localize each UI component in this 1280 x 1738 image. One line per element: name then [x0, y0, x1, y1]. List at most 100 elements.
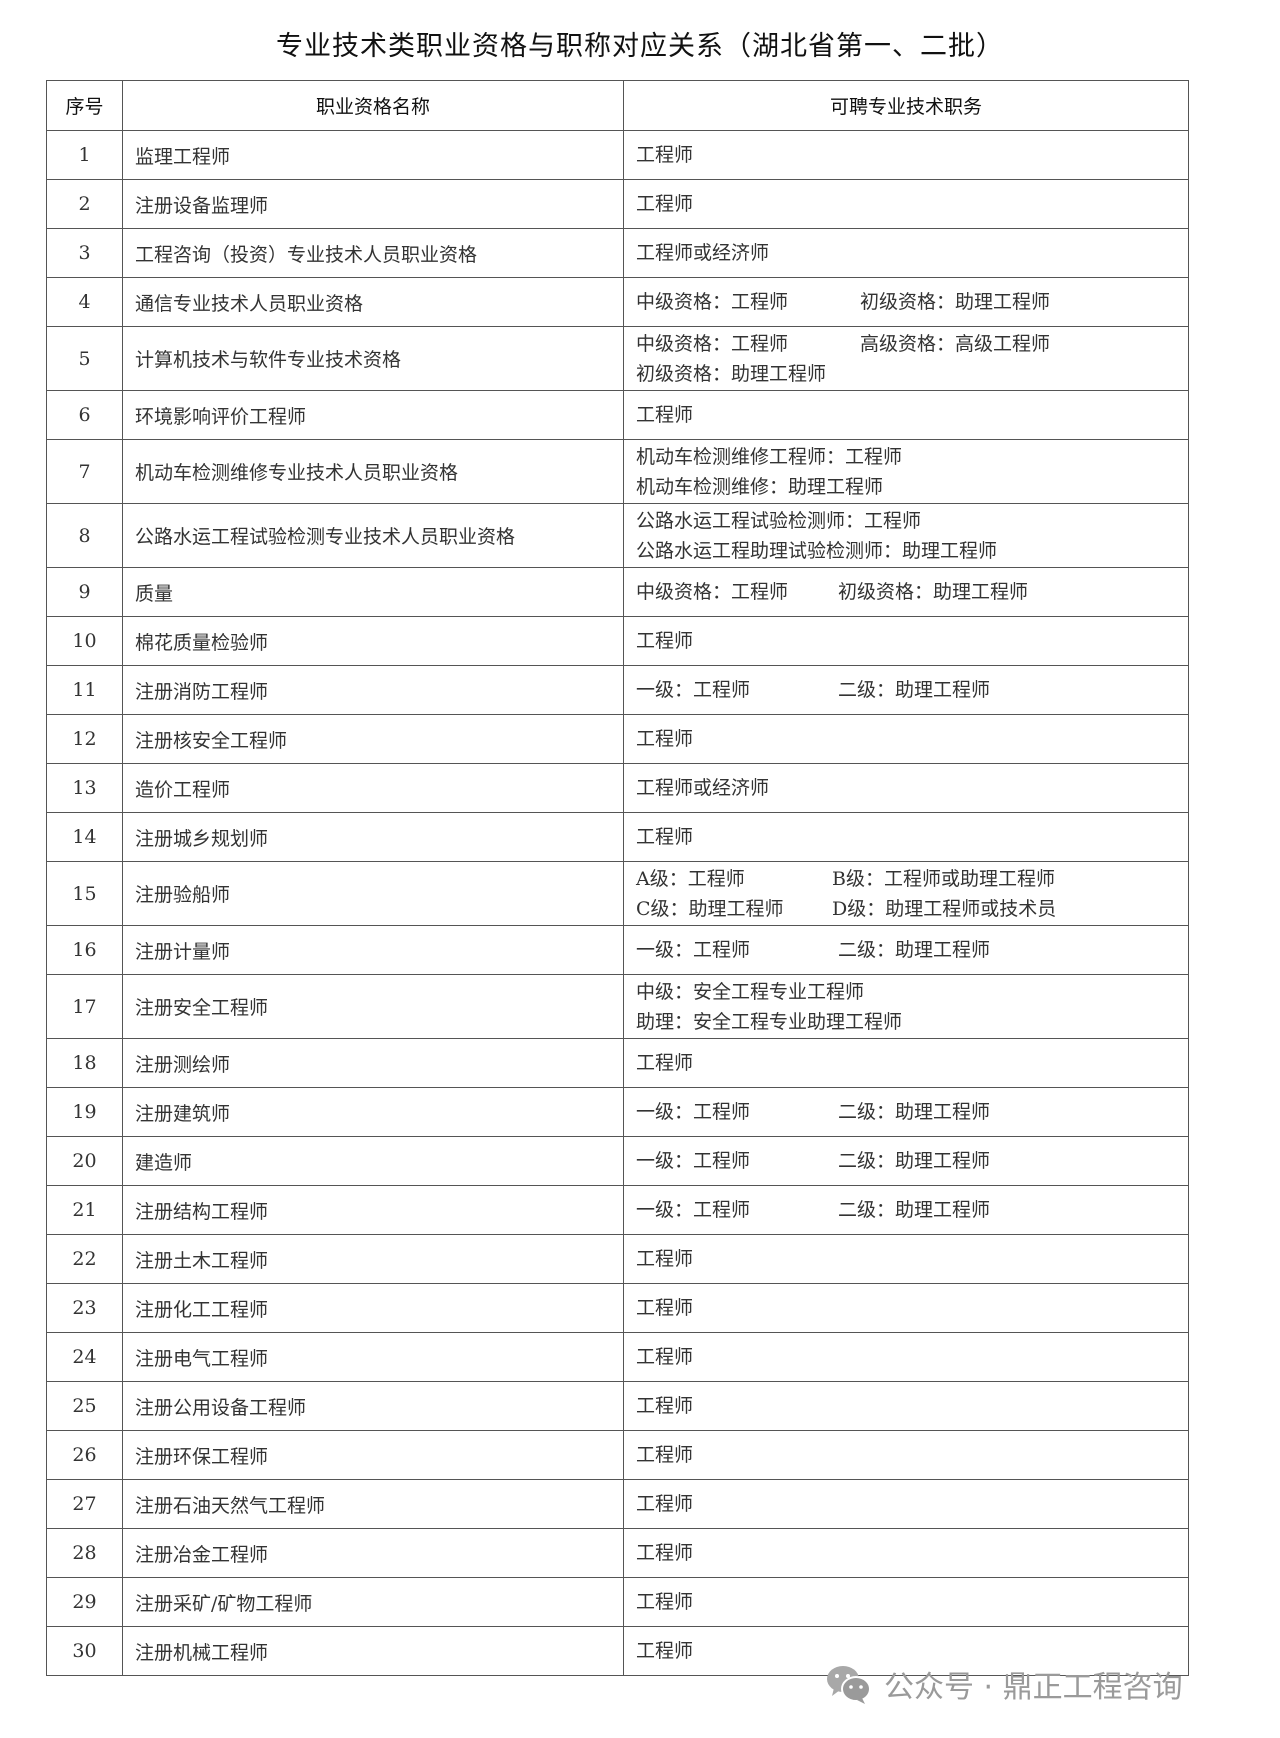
post-text: 中级资格：工程师: [636, 581, 789, 603]
post-text: 中级：安全工程专业工程师: [636, 980, 865, 1003]
qualification-name: 注册化工工程师: [122, 1283, 624, 1333]
eligible-post: 一级：工程师 二级：助理工程师: [623, 925, 1189, 975]
post-text: 机动车检测维修工程师：工程师: [636, 445, 903, 468]
qualification-name: 机动车检测维修专业技术人员职业资格: [122, 439, 624, 504]
post-line: 公路水运工程试验检测师：工程师: [636, 506, 1176, 536]
eligible-post: 工程师或经济师: [623, 228, 1189, 278]
post-line: 一级：工程师 二级：助理工程师: [636, 1195, 1176, 1225]
table-row: 6 环境影响评价工程师 工程师: [46, 390, 1189, 440]
eligible-post: 工程师: [623, 179, 1189, 229]
table-row: 26 注册环保工程师 工程师: [46, 1430, 1189, 1480]
post-line: 助理：安全工程专业助理工程师: [636, 1007, 1176, 1037]
eligible-post: 一级：工程师 二级：助理工程师: [623, 1136, 1189, 1186]
post-line: 工程师: [636, 1244, 1176, 1274]
row-number: 25: [46, 1381, 123, 1431]
post-text-secondary: 初级资格：助理工程师: [838, 581, 1029, 603]
table-row: 8 公路水运工程试验检测专业技术人员职业资格 公路水运工程试验检测师：工程师 公路水运…: [46, 503, 1189, 568]
table-row: 30 注册机械工程师 工程师: [46, 1626, 1189, 1676]
qualification-name: 注册土木工程师: [122, 1234, 624, 1284]
table-row: 16 注册计量师 一级：工程师 二级：助理工程师: [46, 925, 1189, 975]
post-text: 工程师: [636, 144, 694, 166]
post-line: 工程师: [636, 1440, 1176, 1470]
post-text: 工程师: [636, 1346, 694, 1368]
row-number: 24: [46, 1332, 123, 1382]
post-line: 工程师: [636, 1636, 1176, 1666]
post-line: 工程师: [636, 1293, 1176, 1323]
row-number: 23: [46, 1283, 123, 1333]
post-text: 助理：安全工程专业助理工程师: [636, 1010, 903, 1033]
post-line: 中级资格：工程师 高级资格：高级工程师: [636, 329, 1176, 359]
post-line: 机动车检测维修：助理工程师: [636, 472, 1176, 502]
header-number: 序号: [46, 80, 123, 131]
qualification-name: 工程咨询（投资）专业技术人员职业资格: [122, 228, 624, 278]
qualification-name: 公路水运工程试验检测专业技术人员职业资格: [122, 503, 624, 568]
post-text: 中级资格：工程师: [636, 291, 789, 313]
post-text: 一级：工程师: [636, 1199, 751, 1221]
post-line: 中级资格：工程师 初级资格：助理工程师: [636, 577, 1176, 607]
qualification-name: 注册计量师: [122, 925, 624, 975]
post-text: C级：助理工程师: [636, 897, 784, 920]
table-row: 27 注册石油天然气工程师 工程师: [46, 1479, 1189, 1529]
post-line: 工程师: [636, 724, 1176, 754]
post-line: 公路水运工程助理试验检测师：助理工程师: [636, 536, 1176, 566]
row-number: 7: [46, 439, 123, 504]
row-number: 14: [46, 812, 123, 862]
eligible-post: 公路水运工程试验检测师：工程师公路水运工程助理试验检测师：助理工程师: [623, 503, 1189, 568]
post-text-secondary: 初级资格：助理工程师: [860, 291, 1051, 313]
table-row: 21 注册结构工程师 一级：工程师 二级：助理工程师: [46, 1185, 1189, 1235]
row-number: 9: [46, 567, 123, 617]
table-row: 9 质量 中级资格：工程师 初级资格：助理工程师: [46, 567, 1189, 617]
eligible-post: 工程师: [623, 714, 1189, 764]
eligible-post: 工程师: [623, 616, 1189, 666]
qualification-name: 质量: [122, 567, 624, 617]
row-number: 29: [46, 1577, 123, 1627]
qualification-name: 环境影响评价工程师: [122, 390, 624, 440]
document-title: 专业技术类职业资格与职称对应关系（湖北省第一、二批）: [276, 31, 1004, 62]
post-line: 工程师: [636, 1391, 1176, 1421]
post-line: 一级：工程师 二级：助理工程师: [636, 1097, 1176, 1127]
eligible-post: 工程师: [623, 1626, 1189, 1676]
qualification-name: 监理工程师: [122, 130, 624, 180]
row-number: 16: [46, 925, 123, 975]
eligible-post: 工程师: [623, 390, 1189, 440]
post-text: 初级资格：助理工程师: [636, 362, 827, 385]
post-text: 工程师: [636, 1591, 694, 1613]
post-line: A级：工程师 B级：工程师或助理工程师: [636, 864, 1176, 894]
post-text: 工程师: [636, 1493, 694, 1515]
post-text-secondary: B级：工程师或助理工程师: [832, 867, 1055, 890]
row-number: 26: [46, 1430, 123, 1480]
row-number: 8: [46, 503, 123, 568]
table-row: 19 注册建筑师 一级：工程师 二级：助理工程师: [46, 1087, 1189, 1137]
eligible-post: 工程师: [623, 1528, 1189, 1578]
post-line: 一级：工程师 二级：助理工程师: [636, 1146, 1176, 1176]
table-row: 1 监理工程师 工程师: [46, 130, 1189, 180]
eligible-post: 中级资格：工程师 初级资格：助理工程师: [623, 277, 1189, 327]
qualification-name: 棉花质量检验师: [122, 616, 624, 666]
eligible-post: 工程师: [623, 1577, 1189, 1627]
post-text-secondary: 二级：助理工程师: [838, 1199, 991, 1221]
post-text: A级：工程师: [636, 867, 745, 890]
qualification-name: 注册电气工程师: [122, 1332, 624, 1382]
eligible-post: 工程师: [623, 1332, 1189, 1382]
row-number: 13: [46, 763, 123, 813]
post-text: 公路水运工程助理试验检测师：助理工程师: [636, 539, 998, 562]
row-number: 5: [46, 326, 123, 391]
row-number: 3: [46, 228, 123, 278]
post-line: 工程师: [636, 1342, 1176, 1372]
table-header-row: 序号 职业资格名称 可聘专业技术职务: [46, 80, 1189, 131]
header-post: 可聘专业技术职务: [623, 80, 1189, 131]
post-line: 一级：工程师 二级：助理工程师: [636, 935, 1176, 965]
watermark-text: 公众号 · 鼎正工程咨询: [884, 1670, 1183, 1705]
table-row: 23 注册化工工程师 工程师: [46, 1283, 1189, 1333]
qualification-name: 注册机械工程师: [122, 1626, 624, 1676]
qualification-name: 注册石油天然气工程师: [122, 1479, 624, 1529]
table-row: 28 注册冶金工程师 工程师: [46, 1528, 1189, 1578]
post-text: 工程师: [636, 193, 694, 215]
post-line: 初级资格：助理工程师: [636, 359, 1176, 389]
row-number: 6: [46, 390, 123, 440]
qualification-name: 注册消防工程师: [122, 665, 624, 715]
table-row: 5 计算机技术与软件专业技术资格 中级资格：工程师 高级资格：高级工程师 初级资格：助理…: [46, 326, 1189, 391]
table-row: 2 注册设备监理师 工程师: [46, 179, 1189, 229]
qualification-name: 注册环保工程师: [122, 1430, 624, 1480]
row-number: 11: [46, 665, 123, 715]
